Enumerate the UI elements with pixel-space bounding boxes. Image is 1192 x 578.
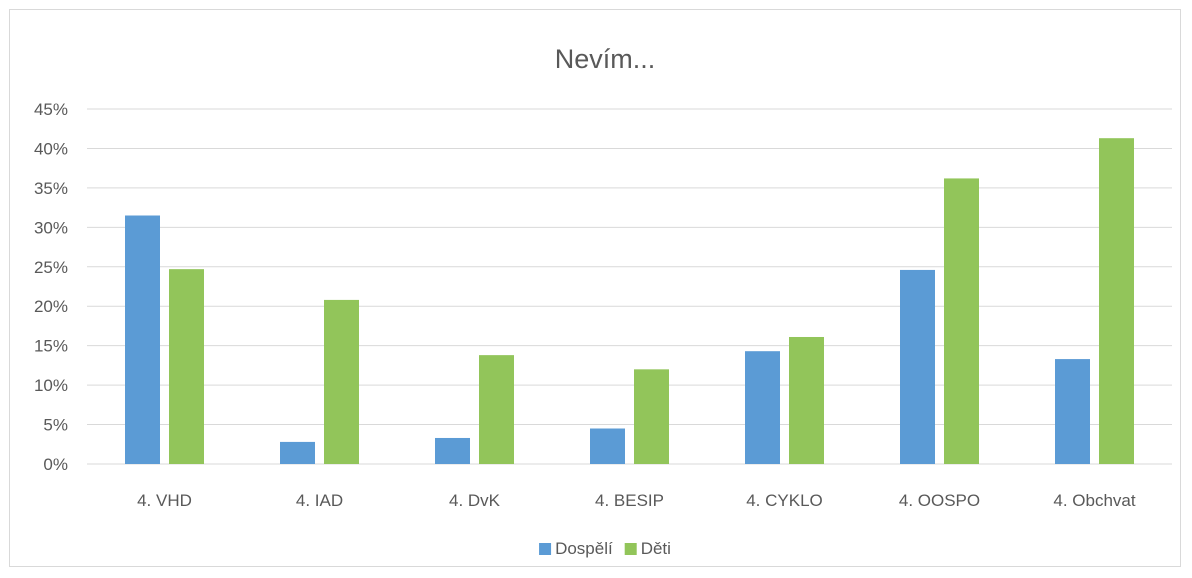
bar-Dospělí (745, 351, 780, 464)
x-tick-label: 4. DvK (449, 491, 501, 510)
x-tick-label: 4. IAD (296, 491, 343, 510)
y-tick-label: 15% (34, 337, 68, 356)
y-tick-label: 45% (34, 100, 68, 119)
bar-Děti (944, 178, 979, 464)
y-tick-label: 0% (43, 455, 68, 474)
bar-Děti (479, 355, 514, 464)
legend: Dospělí Děti (539, 539, 671, 558)
bars (125, 138, 1134, 464)
bar-Dospělí (590, 428, 625, 464)
bar-Dospělí (900, 269, 935, 464)
x-tick-label: 4. CYKLO (746, 491, 823, 510)
legend-swatch (539, 543, 552, 555)
y-tick-label: 25% (34, 258, 68, 277)
bar-Dospělí (435, 437, 470, 464)
y-tick-label: 30% (34, 218, 68, 237)
y-tick-label: 35% (34, 179, 68, 198)
legend-item: Dospělí (539, 539, 613, 558)
bar-Dospělí (125, 215, 160, 464)
y-tick-label: 10% (34, 376, 68, 395)
legend-item: Děti (624, 539, 671, 558)
bar-Děti (789, 336, 824, 464)
x-tick-label: 4. BESIP (595, 491, 664, 510)
legend-label: Dospělí (555, 539, 613, 558)
chart-title: Nevím... (555, 44, 656, 74)
bar-Dospělí (1055, 359, 1090, 464)
bar-Dospělí (280, 441, 315, 464)
bar-Děti (1099, 138, 1134, 464)
x-tick-label: 4. VHD (137, 491, 192, 510)
bar-Děti (634, 369, 669, 464)
x-tick-label: 4. OOSPO (899, 491, 980, 510)
y-axis-ticks: 0% 5% 10% 15% 20% 25% 30% 35% 40% 45% (34, 100, 68, 474)
y-tick-label: 5% (43, 416, 68, 435)
x-axis-ticks: 4. VHD 4. IAD 4. DvK 4. BESIP 4. CYKLO 4. OOS… (137, 491, 1136, 510)
legend-swatch (624, 543, 637, 555)
gridlines (87, 108, 1172, 465)
y-tick-label: 20% (34, 297, 68, 316)
bar-Děti (169, 269, 204, 464)
y-tick-label: 40% (34, 139, 68, 158)
chart-frame (9, 9, 1181, 567)
legend-label: Děti (641, 539, 671, 558)
bar-Děti (324, 299, 359, 464)
x-tick-label: 4. Obchvat (1053, 491, 1135, 510)
